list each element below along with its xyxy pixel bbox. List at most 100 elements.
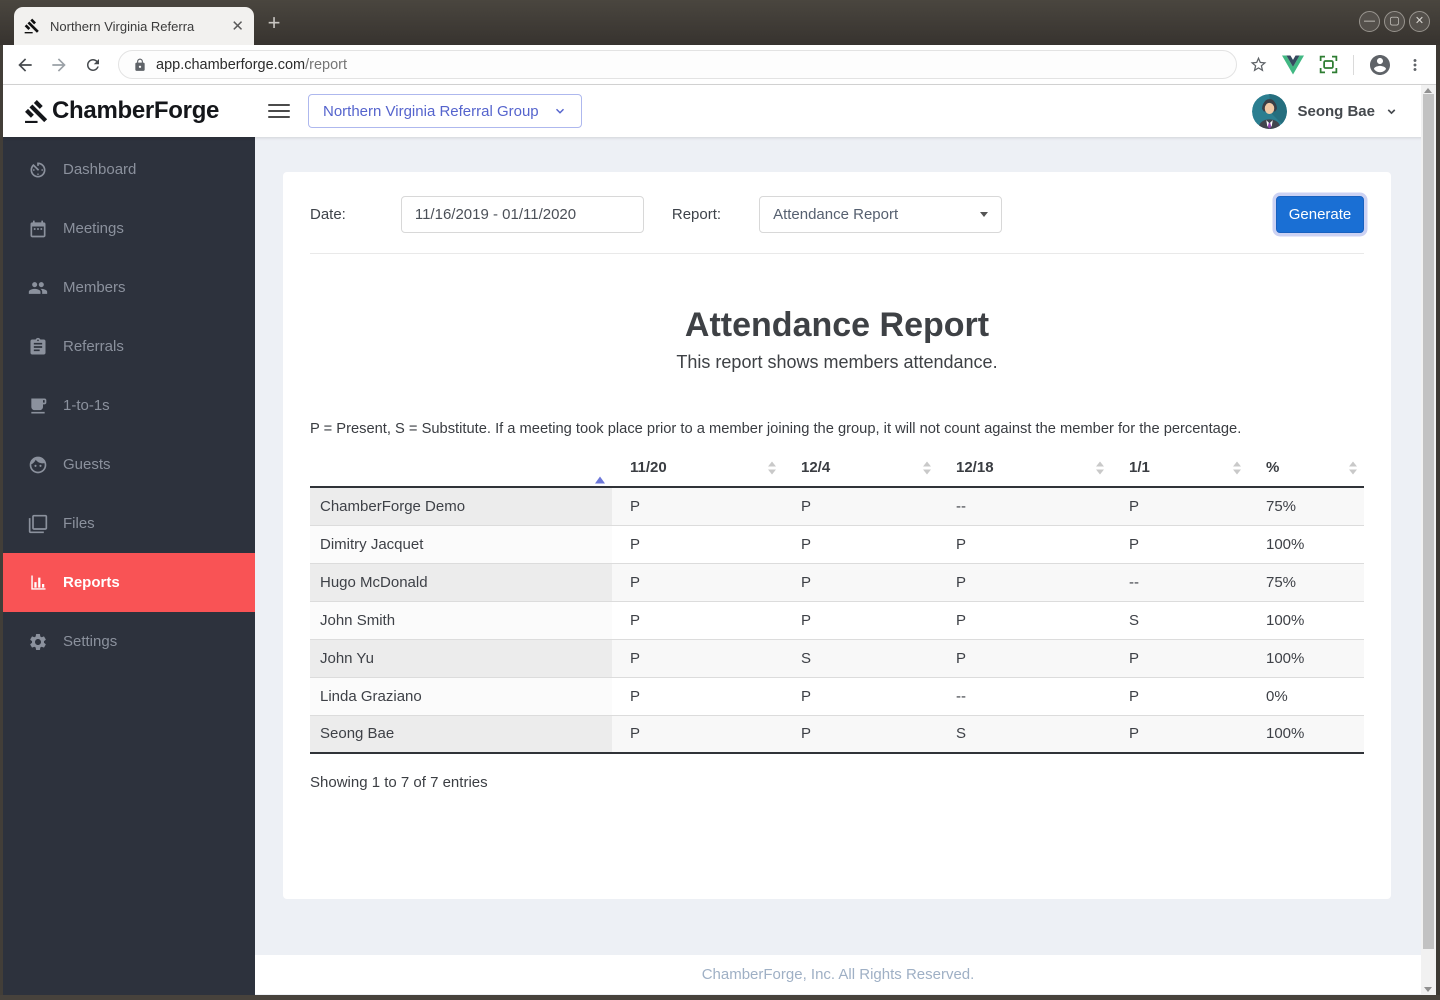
column-header-percent[interactable]: %: [1248, 449, 1364, 488]
window-controls: — ▢ ✕: [1359, 11, 1430, 32]
sidebar-item-label: 1-to-1s: [63, 397, 110, 414]
report-subtitle: This report shows members attendance.: [676, 352, 998, 372]
forward-button[interactable]: [44, 50, 74, 80]
generate-button[interactable]: Generate: [1276, 196, 1364, 233]
attendance-cell: P: [783, 524, 938, 563]
attendance-cell: P: [938, 638, 1111, 677]
attendance-cell: P: [783, 486, 938, 525]
member-name-cell: ChamberForge Demo: [310, 486, 612, 525]
sidebar-item-reports[interactable]: Reports: [0, 553, 255, 612]
sidebar-item-dashboard[interactable]: Dashboard: [0, 140, 255, 199]
address-bar[interactable]: app.chamberforge.com/report: [118, 50, 1237, 79]
select-caret-icon: [980, 212, 989, 217]
column-header-date-3[interactable]: 12/18: [938, 449, 1111, 488]
report-label: Report:: [671, 206, 722, 223]
attendance-cell: P: [1111, 638, 1248, 677]
browser-menu-icon[interactable]: [1406, 56, 1424, 74]
sidebar-item-label: Members: [63, 279, 126, 296]
lock-icon: [135, 58, 145, 71]
chevron-down-icon: [555, 108, 564, 114]
people-icon: [28, 281, 48, 294]
sort-asc-icon: [595, 459, 605, 483]
column-header-member[interactable]: [310, 449, 612, 488]
new-tab-button[interactable]: +: [267, 10, 281, 35]
table-row: John Smith P P P S 100%: [310, 600, 1364, 639]
scrollbar-thumb[interactable]: [1423, 94, 1434, 949]
attendance-cell: S: [938, 714, 1111, 753]
sidebar-item-files[interactable]: Files: [0, 494, 255, 553]
column-header-date-4[interactable]: 1/1: [1111, 449, 1248, 488]
attendance-cell: P: [612, 524, 783, 563]
attendance-cell: P: [612, 676, 783, 715]
attendance-cell: P: [1111, 524, 1248, 563]
percentage-cell: 100%: [1248, 714, 1364, 753]
sidebar-item-referrals[interactable]: Referrals: [0, 317, 255, 376]
attendance-cell: P: [1111, 486, 1248, 525]
bookmark-star-icon[interactable]: [1249, 55, 1268, 74]
attendance-cell: P: [612, 638, 783, 677]
sort-both-icon: [1096, 461, 1104, 474]
sidebar-toggle-button[interactable]: [268, 104, 290, 118]
table-row: John Yu P S P P 100%: [310, 638, 1364, 677]
vertical-scrollbar[interactable]: [1421, 85, 1436, 995]
table-row: Dimitry Jacquet P P P P 100%: [310, 524, 1364, 563]
scroll-down-icon[interactable]: [1424, 987, 1432, 992]
screenshot-extension-icon[interactable]: [1318, 54, 1339, 75]
app-header: ChamberForge Northern Virginia Referral …: [0, 85, 1440, 137]
sidebar-item-label: Meetings: [63, 220, 124, 237]
percentage-cell: 75%: [1248, 486, 1364, 525]
table-header-row: 11/20 12/4 12/18 1/1 %: [310, 449, 1364, 488]
maximize-button[interactable]: ▢: [1384, 11, 1405, 32]
browser-profile-icon[interactable]: [1368, 53, 1392, 77]
sidebar-item-1-to-1s[interactable]: 1-to-1s: [0, 376, 255, 435]
sidebar-item-guests[interactable]: Guests: [0, 435, 255, 494]
vue-devtools-icon[interactable]: [1282, 55, 1304, 75]
app-logo[interactable]: ChamberForge: [0, 97, 255, 125]
sidebar-item-label: Files: [63, 515, 95, 532]
percentage-cell: 75%: [1248, 562, 1364, 601]
scroll-up-icon[interactable]: [1424, 88, 1432, 93]
member-name-cell: Seong Bae: [310, 714, 612, 753]
minimize-button[interactable]: —: [1359, 11, 1380, 32]
sidebar: Dashboard Meetings Members Referrals 1-t…: [0, 137, 255, 1000]
refresh-button[interactable]: [78, 50, 108, 80]
date-label: Date:: [310, 206, 346, 223]
table-row: Seong Bae P P S P 100%: [310, 714, 1364, 753]
member-name-cell: John Smith: [310, 600, 612, 639]
sidebar-item-label: Guests: [63, 456, 111, 473]
attendance-cell: P: [612, 486, 783, 525]
attendance-cell: P: [783, 714, 938, 753]
refresh-icon: [87, 58, 99, 71]
attendance-cell: P: [783, 562, 938, 601]
column-header-date-1[interactable]: 11/20: [612, 449, 783, 488]
timer-icon: [30, 162, 46, 177]
member-name-cell: John Yu: [310, 638, 612, 677]
user-menu[interactable]: Seong Bae: [1252, 93, 1440, 129]
back-arrow-icon: [18, 57, 32, 72]
tab-title: Northern Virginia Referra: [50, 18, 195, 34]
browser-tab[interactable]: Northern Virginia Referra ✕: [14, 7, 254, 45]
browser-toolbar: app.chamberforge.com/report: [0, 45, 1440, 85]
back-button[interactable]: [10, 50, 40, 80]
sidebar-item-label: Settings: [63, 633, 118, 650]
attendance-cell: --: [938, 486, 1111, 525]
sidebar-item-label: Dashboard: [63, 161, 137, 178]
sort-both-icon: [1349, 461, 1357, 474]
sidebar-item-settings[interactable]: Settings: [0, 612, 255, 671]
sort-both-icon: [923, 461, 931, 474]
attendance-cell: --: [938, 676, 1111, 715]
close-button[interactable]: ✕: [1409, 11, 1430, 32]
group-selector[interactable]: Northern Virginia Referral Group: [308, 94, 582, 128]
url-host: app.chamberforge.com: [156, 56, 306, 73]
attendance-cell: P: [938, 524, 1111, 563]
attendance-cell: P: [612, 562, 783, 601]
gear-icon: [30, 633, 46, 650]
sidebar-item-members[interactable]: Members: [0, 258, 255, 317]
tab-close-icon[interactable]: ✕: [231, 17, 244, 35]
report-type-select[interactable]: Attendance Report: [759, 196, 1003, 233]
window-frame-left: [0, 45, 3, 1000]
sidebar-item-meetings[interactable]: Meetings: [0, 199, 255, 258]
column-header-date-2[interactable]: 12/4: [783, 449, 938, 488]
date-range-input[interactable]: [400, 196, 644, 233]
